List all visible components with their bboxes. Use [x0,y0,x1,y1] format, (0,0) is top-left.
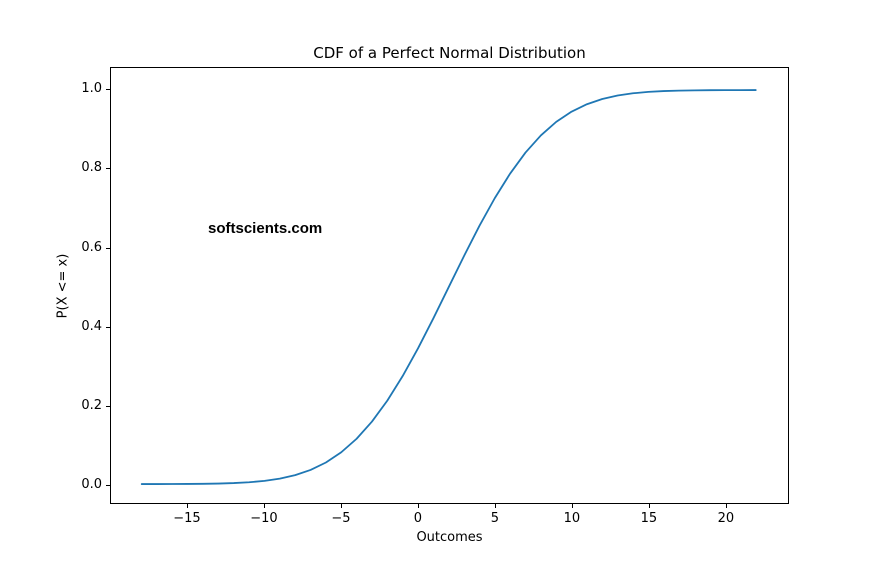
y-tick-label: 0.6 [81,239,102,255]
y-tick-label: 0.2 [81,397,102,413]
y-tick-mark [106,247,110,249]
plot-svg [140,89,757,485]
y-tick-label: 0.8 [81,160,102,176]
x-tick-mark [725,504,727,508]
y-tick-label: 0.0 [81,477,102,492]
y-tick-label: 1.0 [81,81,102,97]
x-tick-label: −10 [250,511,278,526]
x-tick-label: −5 [331,511,351,526]
x-axis-label: Outcomes [416,530,483,545]
y-tick-mark [106,89,110,91]
x-tick-mark [494,504,496,508]
x-tick-mark [648,504,650,508]
x-tick-label: −15 [173,511,201,526]
chart-title: CDF of a Perfect Normal Distribution [313,44,586,62]
x-tick-label: 15 [640,511,658,526]
x-tick-mark [417,504,419,508]
y-tick-label: 0.4 [81,318,102,334]
plot-area: softscients.com [110,67,789,504]
x-tick-label: 10 [563,511,581,526]
x-tick-label: 0 [413,511,423,526]
x-tick-mark [340,504,342,508]
y-tick-mark [106,168,110,170]
x-tick-mark [186,504,188,508]
y-tick-mark [106,405,110,407]
x-tick-label: 5 [490,511,500,526]
x-tick-mark [571,504,573,508]
x-tick-label: 20 [717,511,735,526]
y-axis-label: P(X <= x) [55,253,71,319]
y-tick-mark [106,326,110,328]
cdf-line [140,89,757,485]
watermark-text: softscients.com [208,220,323,237]
x-tick-mark [263,504,265,508]
y-tick-mark [106,485,110,486]
